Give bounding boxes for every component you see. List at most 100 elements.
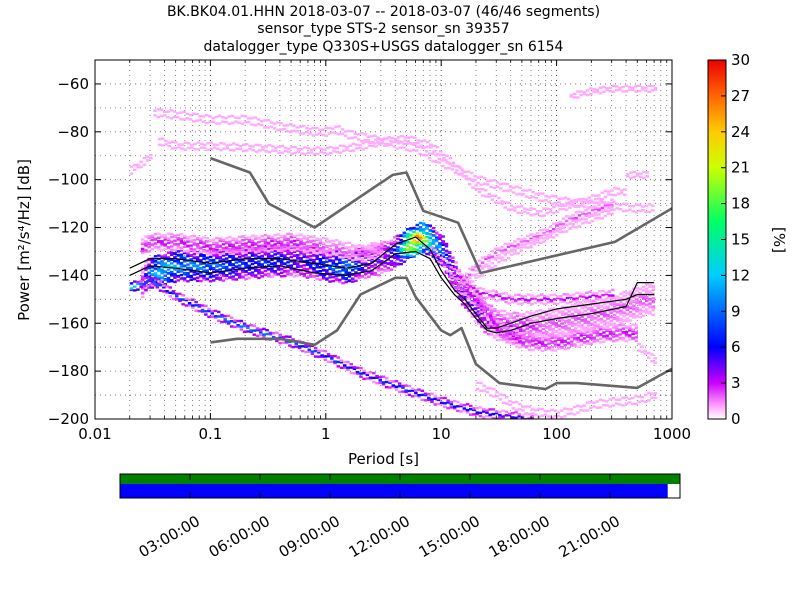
psd-cell	[357, 248, 361, 252]
psd-cell	[555, 210, 559, 213]
x-tick-label: 10	[432, 425, 451, 443]
psd-cell	[347, 249, 352, 252]
psd-cell	[263, 248, 268, 252]
psd-cell	[539, 241, 543, 244]
psd-cell	[609, 320, 613, 323]
x-tick-label: 100	[542, 425, 571, 443]
psd-cell	[488, 295, 492, 299]
psd-cell	[386, 266, 390, 270]
psd-cell	[208, 239, 213, 242]
psd-cell	[385, 386, 389, 389]
psd-cell	[548, 327, 552, 330]
psd-cell	[192, 263, 197, 266]
psd-cell	[357, 267, 361, 271]
psd-cell	[370, 242, 374, 245]
psd-cell	[615, 85, 619, 88]
psd-cell	[473, 298, 477, 301]
psd-cell	[438, 150, 443, 153]
psd-cell	[552, 302, 557, 305]
psd-cell	[140, 270, 145, 273]
psd-cell	[647, 356, 651, 359]
psd-cell	[488, 294, 492, 297]
psd-cell	[464, 302, 468, 305]
psd-cell	[231, 278, 235, 281]
psd-cell	[176, 258, 180, 262]
psd-cell	[516, 243, 520, 246]
psd-cell	[592, 330, 596, 333]
psd-cell	[631, 86, 635, 90]
psd-cell	[399, 262, 403, 266]
psd-cell	[351, 250, 355, 253]
psd-cell	[274, 146, 278, 150]
psd-cell	[415, 223, 420, 227]
psd-cell	[170, 236, 174, 239]
psd-cell	[253, 124, 257, 127]
psd-cell	[523, 298, 528, 301]
psd-cell	[190, 143, 194, 147]
psd-cell	[255, 327, 260, 330]
psd-cell	[610, 198, 614, 201]
psd-cell	[212, 260, 216, 264]
psd-cell	[580, 315, 584, 318]
psd-cell	[196, 148, 201, 151]
psd-cell	[412, 239, 416, 242]
psd-cell	[317, 349, 321, 352]
psd-cell	[325, 271, 329, 274]
psd-cell	[626, 172, 630, 176]
psd-cell	[508, 185, 513, 188]
chart-title-line-1: BK.BK04.01.HHN 2018-03-07 -- 2018-03-07 …	[167, 4, 600, 20]
psd-cell	[463, 289, 467, 292]
psd-cell	[186, 146, 191, 150]
psd-cell	[530, 412, 535, 415]
psd-cell	[503, 250, 507, 254]
psd-cell	[344, 277, 348, 280]
psd-cell	[515, 193, 519, 196]
psd-cell	[357, 253, 361, 256]
psd-cell	[360, 267, 365, 270]
psd-cell	[485, 391, 490, 394]
psd-cell	[241, 235, 245, 238]
psd-cell	[321, 128, 325, 131]
psd-cell	[476, 295, 480, 298]
psd-cell	[524, 189, 529, 192]
psd-cell	[495, 395, 499, 398]
psd-cell	[354, 254, 358, 257]
psd-cell	[351, 259, 355, 262]
psd-cell	[503, 201, 507, 204]
psd-cell	[318, 247, 323, 250]
psd-cell	[254, 253, 258, 256]
psd-cell	[405, 244, 410, 247]
psd-cell	[254, 274, 258, 277]
psd-cell	[600, 217, 604, 220]
psd-cell	[368, 371, 373, 374]
psd-cell	[325, 260, 329, 264]
psd-cell	[625, 291, 630, 294]
psd-cell	[498, 416, 502, 419]
psd-cell	[584, 221, 588, 224]
psd-cell	[598, 295, 602, 299]
psd-cell	[512, 324, 516, 327]
psd-cell	[645, 295, 649, 299]
psd-cell	[524, 420, 528, 422]
psd-cell	[590, 322, 594, 326]
psd-cell	[577, 317, 581, 320]
psd-cell	[611, 324, 616, 328]
psd-cell	[544, 343, 548, 347]
psd-cell	[603, 209, 608, 212]
psd-cell	[327, 126, 332, 130]
psd-cell	[221, 252, 226, 255]
psd-cell	[202, 269, 206, 272]
psd-cell	[234, 252, 239, 256]
psd-cell	[189, 261, 193, 264]
psd-cell	[506, 321, 510, 324]
psd-cell	[631, 329, 635, 333]
psd-cell	[257, 248, 261, 251]
psd-cell	[618, 323, 622, 327]
psd-cell	[573, 343, 577, 346]
psd-cell	[179, 277, 184, 280]
psd-cell	[325, 256, 329, 259]
psd-cell	[605, 404, 609, 407]
psd-cell	[456, 409, 460, 413]
psd-cell	[203, 143, 207, 147]
psd-cell	[592, 405, 596, 408]
